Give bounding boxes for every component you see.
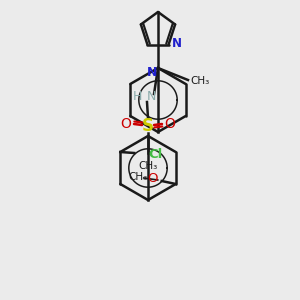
Text: N: N	[172, 37, 182, 50]
Text: CH₃: CH₃	[128, 172, 147, 182]
Text: CH₃: CH₃	[138, 161, 158, 171]
Text: N: N	[147, 89, 156, 103]
Text: O: O	[121, 117, 131, 131]
Text: H: H	[133, 89, 142, 103]
Text: N: N	[147, 65, 157, 79]
Text: CH₃: CH₃	[190, 76, 209, 86]
Text: S: S	[142, 117, 154, 135]
Text: O: O	[148, 172, 158, 185]
Text: O: O	[165, 117, 176, 131]
Text: Cl: Cl	[148, 148, 163, 160]
